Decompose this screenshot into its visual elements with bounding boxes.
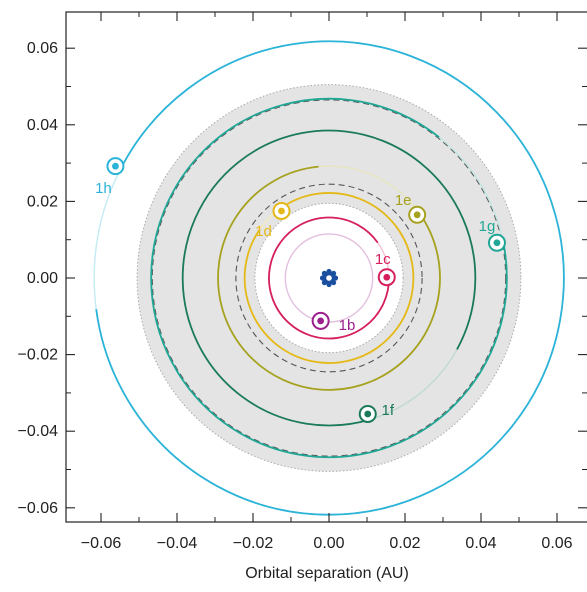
x-tick-label: −0.02	[233, 535, 274, 552]
orbit-arc-1c	[268, 216, 390, 340]
y-tick-label: −0.04	[18, 423, 59, 440]
x-tick-label: 0.06	[541, 535, 572, 552]
orbit-arc-1f	[181, 129, 477, 427]
planet-label-1g: 1g	[479, 218, 496, 235]
planet-label-1d: 1d	[255, 223, 272, 240]
habitable-zone-outer-edge	[136, 84, 522, 472]
x-tick-label: 0.02	[389, 535, 420, 552]
orbit-arc-1d	[243, 192, 415, 364]
orbit-arc-1g	[150, 97, 508, 459]
y-tick-label: −0.02	[18, 347, 59, 364]
x-axis-label: Orbital separation (AU)	[245, 565, 409, 582]
habitable-zone-inner-dashed	[235, 183, 423, 373]
x-tick-label: 0.00	[313, 535, 344, 552]
star-icon	[319, 268, 339, 288]
y-tick-label: 0.02	[27, 193, 58, 210]
x-tick-label: 0.04	[465, 535, 496, 552]
planet-label-1f: 1f	[382, 402, 395, 419]
habitable-zone	[137, 84, 521, 472]
planet-label-1e: 1e	[395, 192, 412, 209]
x-tick-label: −0.06	[81, 535, 122, 552]
y-tick-label: 0.00	[27, 270, 58, 287]
habitable-zone-inner-edge	[254, 202, 404, 354]
planet-label-1c: 1c	[375, 251, 391, 268]
x-tick-label: −0.04	[157, 535, 198, 552]
plot-area: 1b 1c 1d 1e 1f 1g 1h	[93, 40, 565, 516]
y-tick-label: 0.04	[27, 117, 58, 134]
orbit-arc-1e	[217, 165, 441, 391]
orbit-arc-1h	[95, 40, 565, 516]
planet-label-1b: 1b	[339, 317, 356, 334]
y-tick-label: 0.06	[27, 40, 58, 57]
plot-frame	[65, 11, 587, 523]
y-tick-label: −0.06	[18, 500, 59, 517]
planet-label-1h: 1h	[95, 180, 112, 197]
habitable-zone-outer-dashed	[151, 99, 507, 457]
